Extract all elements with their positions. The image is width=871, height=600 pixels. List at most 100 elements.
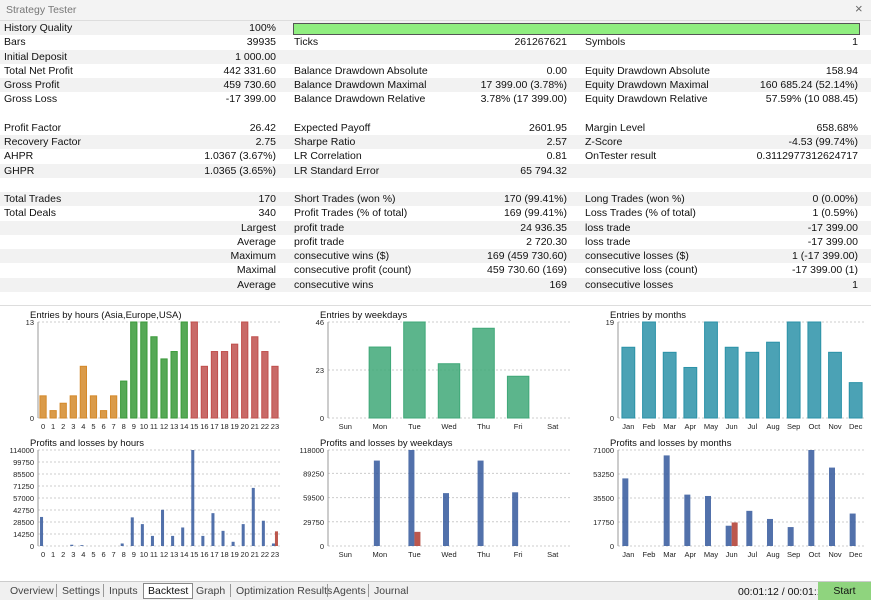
x-tick-label: 0: [41, 422, 45, 431]
tab[interactable]: Settings: [62, 585, 100, 597]
cell-value: 24 936.35: [520, 221, 567, 234]
x-tick-label: Dec: [849, 422, 863, 431]
cell-label: profit trade: [294, 235, 345, 248]
cell-label: consecutive losses: [585, 278, 674, 291]
tab[interactable]: Overview: [10, 585, 54, 597]
bar: [180, 321, 188, 419]
bar: [130, 321, 138, 419]
bar: [662, 351, 677, 419]
bar: [766, 341, 780, 419]
x-tick-label: 20: [241, 550, 249, 559]
x-tick-label: 9: [132, 422, 136, 431]
x-tick-label: Sat: [547, 550, 559, 559]
x-tick-label: 10: [140, 550, 148, 559]
x-tick-label: 22: [261, 422, 269, 431]
bar: [828, 351, 842, 419]
cell-value: 442 331.60: [223, 64, 276, 77]
cell-value: 100%: [249, 22, 276, 34]
cell-value: 169: [549, 278, 567, 291]
cell-value: -17 399.00 (1): [792, 264, 858, 277]
x-tick-label: Feb: [643, 550, 656, 559]
x-tick-label: 1: [51, 550, 55, 559]
cell-label: consecutive losses ($): [585, 250, 689, 262]
bar: [89, 395, 98, 419]
tab[interactable]: Optimization Results: [236, 585, 333, 597]
row-band: [0, 192, 871, 207]
bar: [683, 366, 698, 419]
tab-separator: [327, 584, 328, 597]
cell-value: 160 685.24 (52.14%): [759, 79, 858, 91]
tab-separator: [56, 584, 57, 597]
x-tick-label: 17: [210, 550, 218, 559]
x-tick-label: 19: [230, 422, 238, 431]
x-tick-label: 13: [170, 422, 178, 431]
cell-label: consecutive wins ($): [294, 250, 390, 262]
x-tick-label: 7: [112, 422, 116, 431]
x-tick-label: Oct: [808, 422, 821, 431]
tab[interactable]: Agents: [333, 585, 366, 597]
bar: [622, 478, 629, 546]
bar: [39, 395, 47, 419]
y-tick-label: 57000: [13, 494, 34, 503]
cell-value: 1.0367 (3.67%): [204, 150, 276, 163]
start-button[interactable]: Start: [818, 582, 871, 600]
x-tick-label: Jun: [726, 422, 738, 431]
tab[interactable]: Backtest: [143, 583, 194, 599]
tab[interactable]: Graph: [196, 585, 226, 597]
cell-label: Symbols: [585, 36, 626, 49]
y-tick-label: 35500: [593, 494, 614, 503]
y-tick-label: 0: [320, 414, 324, 423]
y-tick-label: 0: [610, 414, 614, 423]
cell-value: 1 000.00: [235, 50, 276, 63]
close-button[interactable]: ×: [855, 1, 863, 16]
cell-value: 658.68%: [816, 121, 858, 134]
cell-label: Profit Factor: [4, 121, 62, 134]
tab[interactable]: Journal: [374, 585, 409, 597]
bar: [807, 321, 822, 419]
cell-value: 0 (0.00%): [812, 193, 858, 205]
cell-value: 2.57: [546, 136, 567, 148]
cell-value: 57.59% (10 088.45): [765, 93, 858, 106]
x-tick-label: Apr: [684, 422, 696, 431]
cell-value: 3.78% (17 399.00): [480, 93, 567, 106]
cell-label: Initial Deposit: [4, 50, 68, 63]
x-tick-label: Jan: [622, 422, 634, 431]
tab-bar: Overview Settings Inputs Backtest Graph Optim…: [0, 581, 871, 600]
y-tick-label: 29750: [303, 518, 324, 527]
y-tick-label: 71250: [13, 482, 34, 491]
bar: [161, 509, 165, 546]
cell-value: 1 (-17 399.00): [792, 250, 858, 262]
cell-label: Equity Drawdown Maximal: [585, 79, 709, 91]
y-tick-label: 17750: [593, 518, 614, 527]
bar: [414, 531, 421, 546]
cell-label: loss trade: [585, 221, 631, 234]
y-tick-label: 0: [320, 542, 324, 551]
x-tick-label: 17: [210, 422, 218, 431]
bar: [684, 494, 691, 546]
cell-label: OnTester result: [585, 150, 657, 163]
bar: [621, 346, 636, 419]
x-tick-label: 2: [61, 422, 65, 431]
cell-label: Balance Drawdown Absolute: [294, 64, 428, 77]
cell-value: 169 (459 730.60): [487, 250, 567, 262]
y-tick-label: 0: [30, 414, 34, 423]
tab-separator: [368, 584, 369, 597]
bar: [211, 513, 215, 546]
cell-value: 170 (99.41%): [503, 193, 567, 205]
cell-value: 1.0365 (3.65%): [204, 164, 276, 177]
x-tick-label: 5: [91, 550, 95, 559]
x-tick-label: 3: [71, 550, 75, 559]
bar: [70, 544, 74, 546]
chart-title: Profits and losses by weekdays: [320, 438, 453, 449]
bar: [274, 531, 278, 546]
x-tick-label: 4: [81, 422, 85, 431]
y-tick-label: 85500: [13, 470, 34, 479]
x-tick-label: 16: [200, 550, 208, 559]
y-tick-label: 28500: [13, 518, 34, 527]
tab[interactable]: Inputs: [109, 585, 138, 597]
bar: [746, 510, 753, 546]
cell-label: Ticks: [294, 36, 319, 49]
cell-label: Profit Trades (% of total): [294, 207, 408, 220]
cell-label: Equity Drawdown Relative: [585, 93, 708, 106]
bar: [724, 346, 739, 419]
